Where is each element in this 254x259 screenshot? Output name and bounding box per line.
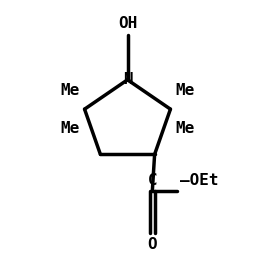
Text: Me: Me — [174, 83, 194, 98]
Text: O: O — [147, 237, 156, 252]
Text: Me: Me — [60, 83, 80, 98]
Text: —OEt: —OEt — [180, 173, 218, 188]
Text: Me: Me — [60, 121, 80, 136]
Text: OH: OH — [117, 16, 137, 31]
Text: N: N — [122, 72, 132, 87]
Text: C: C — [147, 173, 156, 188]
Text: Me: Me — [174, 121, 194, 136]
